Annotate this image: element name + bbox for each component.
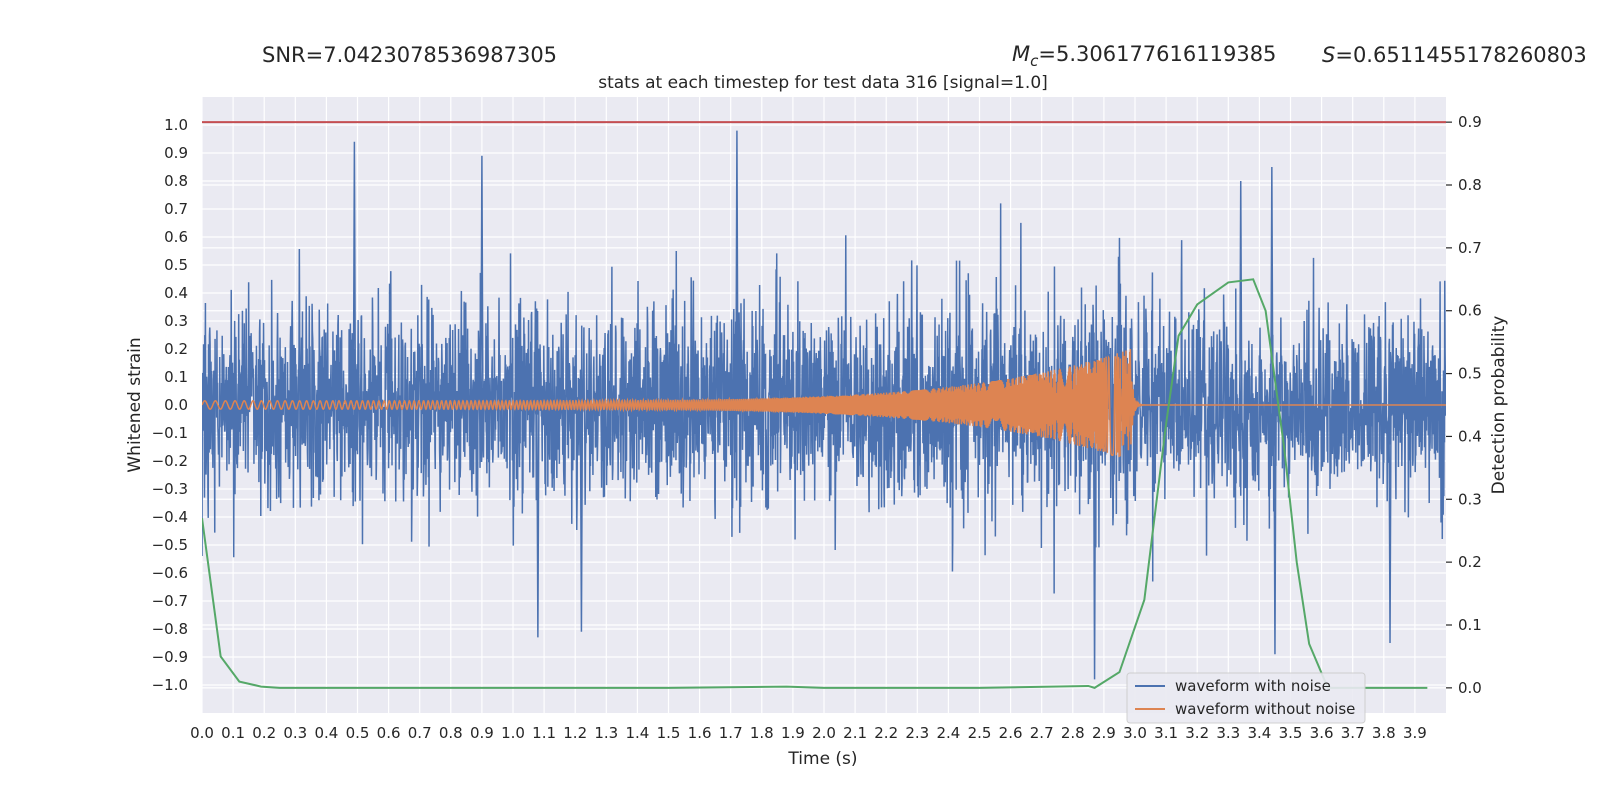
x-tick-label: 2.2	[874, 724, 898, 742]
y2-tick-label: 0.5	[1458, 365, 1482, 383]
y2-tick-label: 0.0	[1458, 679, 1482, 697]
x-tick-label: 0.4	[314, 724, 338, 742]
y2-tick-label: 0.4	[1458, 427, 1482, 445]
x-tick-label: 1.8	[750, 724, 774, 742]
x-tick-label: 0.1	[221, 724, 245, 742]
x-tick-label: 1.9	[781, 724, 805, 742]
legend-label-clean: waveform without noise	[1175, 700, 1355, 718]
legend-box	[1126, 672, 1366, 724]
x-tick-label: 3.4	[1247, 724, 1271, 742]
waveform-with-noise-line	[202, 130, 1446, 680]
y2-tick-label: 0.2	[1458, 553, 1482, 571]
x-tick-label: 1.6	[688, 724, 712, 742]
x-tick-label: 1.3	[594, 724, 618, 742]
y-tick-label: 0.4	[164, 284, 188, 302]
x-tick-label: 2.3	[905, 724, 929, 742]
y2-tick-label: 0.8	[1458, 176, 1482, 194]
y-tick-label: 0.1	[164, 368, 188, 386]
x-tick-label: 0.2	[252, 724, 276, 742]
y2-axis-ticks: 0.9 0.8 0.7 0.6 0.5 0.4 0.3 0.2 0.1 0.0	[1446, 113, 1482, 697]
x-tick-label: 3.3	[1216, 724, 1240, 742]
y2-tick-label: 0.6	[1458, 302, 1482, 320]
y-tick-label: −0.7	[152, 592, 188, 610]
legend-label-noise: waveform with noise	[1175, 677, 1331, 695]
y-tick-label: −0.9	[152, 648, 188, 666]
detection-probability-line	[202, 278, 1428, 689]
y-tick-label: 0.8	[164, 172, 188, 190]
y-tick-label: 0.5	[164, 256, 188, 274]
x-tick-label: 3.1	[1154, 724, 1178, 742]
y2-axis-label: Detection probability	[1489, 316, 1509, 495]
x-tick-label: 1.4	[625, 724, 649, 742]
x-tick-label: 2.0	[812, 724, 836, 742]
y-tick-label: 0.0	[164, 396, 188, 414]
y2-tick-label: 0.9	[1458, 113, 1482, 131]
x-tick-label: 0.3	[283, 724, 307, 742]
x-tick-label: 3.2	[1185, 724, 1209, 742]
chirp-mass-subscript: c	[1030, 52, 1039, 70]
x-tick-label: 2.6	[999, 724, 1023, 742]
y-tick-label: −0.3	[152, 480, 188, 498]
y-tick-label: 0.3	[164, 312, 188, 330]
x-tick-label: 3.6	[1310, 724, 1334, 742]
chirp-mass-symbol: M	[1012, 42, 1030, 66]
y-tick-label: 0.6	[164, 228, 188, 246]
snr-stat: SNR=7.0423078536987305	[262, 43, 557, 67]
chart-title: stats at each timestep for test data 316…	[598, 73, 1048, 93]
x-tick-label: 3.7	[1341, 724, 1365, 742]
x-tick-label: 3.0	[1123, 724, 1147, 742]
x-tick-label: 1.7	[719, 724, 743, 742]
x-tick-label: 1.5	[657, 724, 681, 742]
y2-tick-label: 0.1	[1458, 616, 1482, 634]
legend: waveform with noise waveform without noi…	[1126, 672, 1366, 724]
chirp-mass-stat: Mc=5.306177616119385	[1012, 42, 1276, 70]
y-tick-label: −0.2	[152, 452, 188, 470]
x-tick-label: 2.1	[843, 724, 867, 742]
x-tick-label: 0.0	[190, 724, 214, 742]
y-tick-label: −0.4	[152, 508, 188, 526]
x-tick-label: 2.5	[968, 724, 992, 742]
x-tick-label: 0.8	[439, 724, 463, 742]
x-axis-ticks: 0.0 0.1 0.2 0.3 0.4 0.5 0.6 0.7 0.8 0.9 1.0 1.1 1.2 1…	[190, 724, 1427, 742]
x-tick-label: 1.2	[563, 724, 587, 742]
y-axis-label: Whitened strain	[125, 337, 145, 472]
x-tick-label: 3.5	[1279, 724, 1303, 742]
waveform-without-noise-line	[202, 348, 1446, 458]
spin-value: =0.6511455178260803	[1335, 43, 1586, 67]
x-tick-label: 2.4	[936, 724, 960, 742]
x-tick-label: 3.9	[1403, 724, 1427, 742]
spin-stat: S=0.6511455178260803	[1322, 43, 1587, 67]
y-axis-ticks: 1.0 0.9 0.8 0.7 0.6 0.5 0.4 0.3 0.2 0.1 0.0 −0.1 −0.…	[152, 116, 188, 694]
y-tick-label: −0.1	[152, 424, 188, 442]
y2-tick-label: 0.7	[1458, 239, 1482, 257]
chirp-mass-value: =5.306177616119385	[1038, 42, 1276, 66]
y-tick-label: 0.2	[164, 340, 188, 358]
x-tick-label: 2.9	[1092, 724, 1116, 742]
y-tick-label: −0.8	[152, 620, 188, 638]
x-tick-label: 0.6	[377, 724, 401, 742]
y-tick-label: −1.0	[152, 676, 188, 694]
spin-symbol: S	[1322, 43, 1335, 67]
x-tick-label: 0.7	[408, 724, 432, 742]
x-tick-label: 0.5	[346, 724, 370, 742]
y-tick-label: −0.5	[152, 536, 188, 554]
x-tick-label: 2.7	[1030, 724, 1054, 742]
x-axis-label: Time (s)	[787, 749, 857, 769]
y-tick-label: 0.7	[164, 200, 188, 218]
y-tick-label: 1.0	[164, 116, 188, 134]
x-tick-label: 2.8	[1061, 724, 1085, 742]
y-tick-label: −0.6	[152, 564, 188, 582]
x-tick-label: 1.0	[501, 724, 525, 742]
x-tick-label: 1.1	[532, 724, 556, 742]
x-tick-label: 3.8	[1372, 724, 1396, 742]
y2-tick-label: 0.3	[1458, 490, 1482, 508]
y-tick-label: 0.9	[164, 144, 188, 162]
x-tick-label: 0.9	[470, 724, 494, 742]
